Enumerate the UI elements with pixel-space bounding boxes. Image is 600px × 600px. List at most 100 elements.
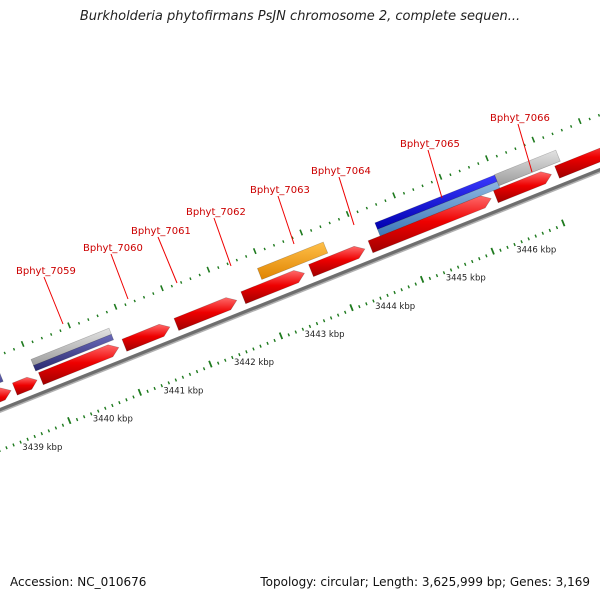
kbp-tick-mark [490, 247, 495, 255]
kbp-tick-mark [513, 242, 516, 247]
outer-tick-mark [77, 321, 81, 325]
kbp-tick-mark [386, 293, 389, 298]
gene-cds-arrow [121, 323, 171, 352]
kbp-tick-mark [344, 310, 347, 314]
outer-tick-mark [477, 162, 480, 165]
kbp-tick-mark [61, 423, 65, 427]
kbp-tick-mark [419, 275, 425, 283]
outer-tick-mark [551, 132, 554, 136]
kbp-tick-mark [224, 358, 227, 362]
outer-tick-mark [252, 247, 257, 255]
topology-label: Topology: circular; Length: 3,625,999 bp… [260, 575, 590, 589]
gene-label: Bphyt_7059 [16, 266, 76, 277]
kbp-tick-mark [478, 257, 481, 261]
outer-tick-mark [328, 221, 331, 225]
outer-tick-mark [449, 173, 452, 177]
kbp-tick-mark [534, 234, 537, 238]
outer-tick-mark [152, 292, 155, 295]
kbp-label: 3442 kbp [234, 358, 274, 368]
outer-tick-mark [402, 191, 406, 195]
kbp-tick-mark [435, 273, 439, 278]
kbp-tick-mark [365, 302, 368, 306]
outer-tick-mark [282, 240, 285, 243]
kbp-tick-mark [153, 386, 156, 391]
outer-tick-mark [421, 184, 424, 188]
kbp-tick-mark [19, 440, 22, 444]
outer-tick-mark [12, 347, 16, 351]
kbp-tick-mark [499, 248, 502, 252]
outer-tick-mark [113, 303, 118, 310]
kbp-tick-mark [315, 321, 319, 326]
kbp-tick-mark [322, 319, 326, 323]
outer-tick-mark [133, 299, 136, 303]
gene-label: Bphyt_7064 [311, 166, 371, 177]
outer-tick-mark [299, 229, 304, 236]
outer-tick-mark [430, 180, 433, 184]
kbp-label: 3439 kbp [22, 443, 62, 453]
outer-tick-mark [226, 262, 229, 266]
kbp-tick-mark [349, 304, 354, 312]
kbp-tick-mark [160, 384, 163, 388]
kbp-tick-mark [89, 412, 93, 416]
kbp-tick-mark [125, 398, 128, 402]
kbp-tick-mark [82, 415, 86, 419]
kbp-tick-mark [449, 268, 453, 272]
outer-tick-mark [345, 210, 350, 218]
kbp-label: 3443 kbp [305, 330, 345, 340]
gene-label: Bphyt_7063 [250, 185, 310, 196]
kbp-tick-mark [238, 352, 241, 357]
kbp-tick-mark [456, 265, 460, 269]
kbp-tick-mark [555, 225, 559, 230]
kbp-tick-mark [231, 355, 234, 360]
kbp-tick-mark [336, 313, 340, 317]
outer-tick-mark [31, 340, 34, 344]
kbp-tick-mark [245, 350, 248, 354]
outer-tick-mark [3, 351, 6, 355]
kbp-tick-mark [266, 341, 269, 345]
outer-tick-mark [235, 258, 238, 262]
gene-cds-arrow [38, 344, 120, 386]
kbp-tick-mark [111, 403, 114, 408]
kbp-tick-mark [372, 299, 375, 303]
outer-tick-mark [597, 113, 600, 117]
outer-tick-mark [124, 303, 127, 307]
outer-tick-mark [365, 206, 368, 210]
kbp-tick-mark [442, 271, 446, 275]
gene-label: Bphyt_7066 [490, 113, 550, 124]
kbp-tick-mark [174, 378, 178, 382]
kbp-tick-mark [541, 231, 545, 235]
outer-tick-mark [170, 284, 173, 288]
gene-feature-gray [30, 327, 112, 367]
outer-tick-mark [531, 136, 536, 143]
backbone-line [0, 167, 600, 413]
gene-cds-arrow [308, 245, 366, 277]
kbp-tick-mark [287, 333, 290, 337]
kbp-tick-mark [216, 361, 220, 365]
outer-tick-mark [217, 266, 220, 269]
kbp-tick-mark [561, 219, 566, 227]
gene-feature-navy [0, 372, 4, 384]
kbp-tick-mark [527, 237, 530, 241]
outer-tick-mark [142, 295, 146, 299]
gene-cds-arrow [12, 376, 38, 396]
outer-tick-mark [514, 147, 517, 151]
kbp-tick-mark [132, 395, 135, 399]
kbp-tick-mark [67, 416, 72, 425]
backbone-shadow [0, 171, 600, 414]
gene-label-leader-line [110, 253, 129, 300]
kbp-tick-mark [485, 254, 488, 258]
outer-tick-mark [392, 192, 396, 199]
kbp-tick-mark [167, 381, 171, 385]
outer-tick-mark [467, 165, 471, 169]
kbp-label: 3441 kbp [163, 386, 203, 396]
kbp-label: 3446 kbp [516, 245, 556, 255]
outer-tick-mark [458, 169, 461, 173]
outer-tick-mark [40, 336, 43, 340]
kbp-tick-mark [407, 285, 410, 289]
outer-tick-mark [245, 255, 248, 258]
kbp-tick-mark [273, 338, 276, 343]
outer-tick-mark [180, 280, 183, 284]
kbp-tick-mark [188, 372, 192, 377]
kbp-label: 3440 kbp [93, 415, 133, 425]
